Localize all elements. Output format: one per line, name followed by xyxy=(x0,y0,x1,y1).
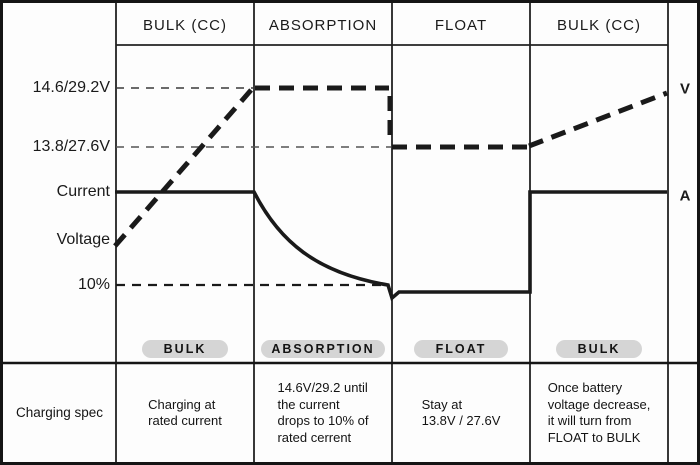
badge-bulk-1: BULK xyxy=(116,339,254,359)
stage-header-label: BULK (CC) xyxy=(556,16,641,34)
badge-bulk-2: BULK xyxy=(530,339,668,359)
axis-label-ten-percent: 10% xyxy=(77,276,110,293)
stage-header-label: BULK (CC) xyxy=(142,16,227,34)
column-divider-lines xyxy=(115,3,669,462)
spec-cell-bulk-2: Once battery voltage decrease, it will t… xyxy=(530,364,668,462)
badge-label: BULK xyxy=(141,340,229,358)
spec-text: Once battery voltage decrease, it will t… xyxy=(547,380,651,445)
badge-label: FLOAT xyxy=(413,340,509,358)
badge-label: ABSORPTION xyxy=(261,340,385,358)
spec-row-title-cell: Charging spec xyxy=(3,364,116,462)
axis-label-v-high: 14.6/29.2V xyxy=(32,79,110,96)
stage-header-label: ABSORPTION xyxy=(268,16,378,34)
badge-absorption: ABSORPTION xyxy=(254,339,392,359)
spec-cell-absorption: 14.6V/29.2 until the current drops to 10… xyxy=(254,364,392,462)
current-curve xyxy=(115,190,667,302)
axis-label-volts: V xyxy=(679,80,690,98)
stage-header-bulk-2: BULK (CC) xyxy=(530,13,668,37)
spec-row-title: Charging spec xyxy=(15,404,104,420)
stage-header-bulk-1: BULK (CC) xyxy=(116,13,254,37)
axis-label-voltage: Voltage xyxy=(56,231,110,248)
axis-label-amps: A xyxy=(679,187,691,205)
stage-header-label: FLOAT xyxy=(434,16,488,34)
spec-cell-bulk-1: Charging at rated current xyxy=(116,364,254,462)
charging-curves-svg xyxy=(3,3,697,462)
axis-label-v-float: 13.8/27.6V xyxy=(32,138,110,155)
axis-label-current: Current xyxy=(56,183,110,200)
spec-text: 14.6V/29.2 until the current drops to 10… xyxy=(277,380,369,445)
voltage-curve xyxy=(113,85,668,248)
badge-label: BULK xyxy=(555,340,643,358)
stage-header-float: FLOAT xyxy=(392,13,530,37)
stage-header-absorption: ABSORPTION xyxy=(254,13,392,37)
spec-cell-float: Stay at 13.8V / 27.6V xyxy=(392,364,530,462)
spec-text: Stay at 13.8V / 27.6V xyxy=(421,396,501,429)
spec-text: Charging at rated current xyxy=(148,396,222,429)
badge-float: FLOAT xyxy=(392,339,530,359)
